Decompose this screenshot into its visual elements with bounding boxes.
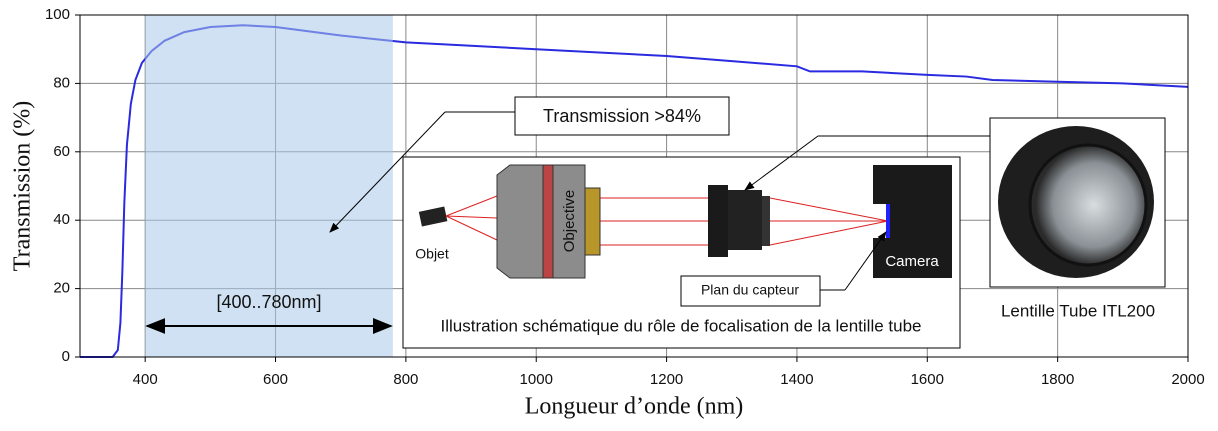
annotation: Transmission >84% bbox=[543, 106, 701, 126]
sensor-label: Plan du capteur bbox=[701, 282, 799, 298]
photo-label: Lentille Tube ITL200 bbox=[1001, 301, 1155, 320]
objective-shape bbox=[496, 164, 586, 279]
x-tick-label: 2000 bbox=[1171, 371, 1204, 388]
y-tick-label: 60 bbox=[53, 143, 70, 160]
y-axis-title: Transmission (%) bbox=[10, 101, 36, 271]
y-tick-label: 100 bbox=[45, 6, 70, 23]
y-tick-label: 80 bbox=[53, 74, 70, 91]
highlight-band bbox=[145, 15, 393, 357]
inset-caption: Illustration schématique du rôle de foca… bbox=[440, 316, 921, 335]
sensor-box bbox=[680, 275, 821, 307]
camera-shape bbox=[873, 165, 952, 278]
lens-glass bbox=[1028, 143, 1148, 267]
tube-lens bbox=[728, 190, 762, 250]
x-tick-label: 600 bbox=[263, 371, 288, 388]
plot-frame bbox=[79, 14, 1189, 358]
rays bbox=[445, 195, 889, 246]
x-tick-label: 400 bbox=[133, 371, 158, 388]
range-label: [400..780nm] bbox=[216, 292, 321, 312]
camera-label: Camera bbox=[885, 253, 939, 270]
tube-lens bbox=[708, 185, 728, 257]
mount bbox=[584, 187, 601, 256]
x-tick-label: 1200 bbox=[650, 371, 683, 388]
object-shape bbox=[418, 206, 448, 227]
y-tick-label: 40 bbox=[53, 211, 70, 228]
y-tick-label: 0 bbox=[62, 348, 70, 365]
object-label: Objet bbox=[415, 246, 449, 262]
x-tick-label: 1800 bbox=[1041, 371, 1074, 388]
inset-box bbox=[402, 156, 961, 349]
y-tick-label: 20 bbox=[53, 280, 70, 297]
arrow bbox=[744, 135, 819, 191]
arrow bbox=[329, 111, 446, 233]
filter bbox=[542, 164, 554, 279]
x-tick-label: 1600 bbox=[911, 371, 944, 388]
inset: Objective Objet Camera Illustration sché… bbox=[402, 156, 961, 349]
x-tick-label: 1000 bbox=[520, 371, 553, 388]
annotation-box bbox=[514, 96, 730, 136]
objective-label: Objective bbox=[561, 190, 578, 253]
tube-lens bbox=[762, 196, 770, 246]
x-tick-label: 800 bbox=[393, 371, 418, 388]
arrow bbox=[844, 231, 887, 291]
x-axis-title: Longueur d’onde (nm) bbox=[525, 394, 744, 420]
x-tick-label: 1400 bbox=[780, 371, 813, 388]
